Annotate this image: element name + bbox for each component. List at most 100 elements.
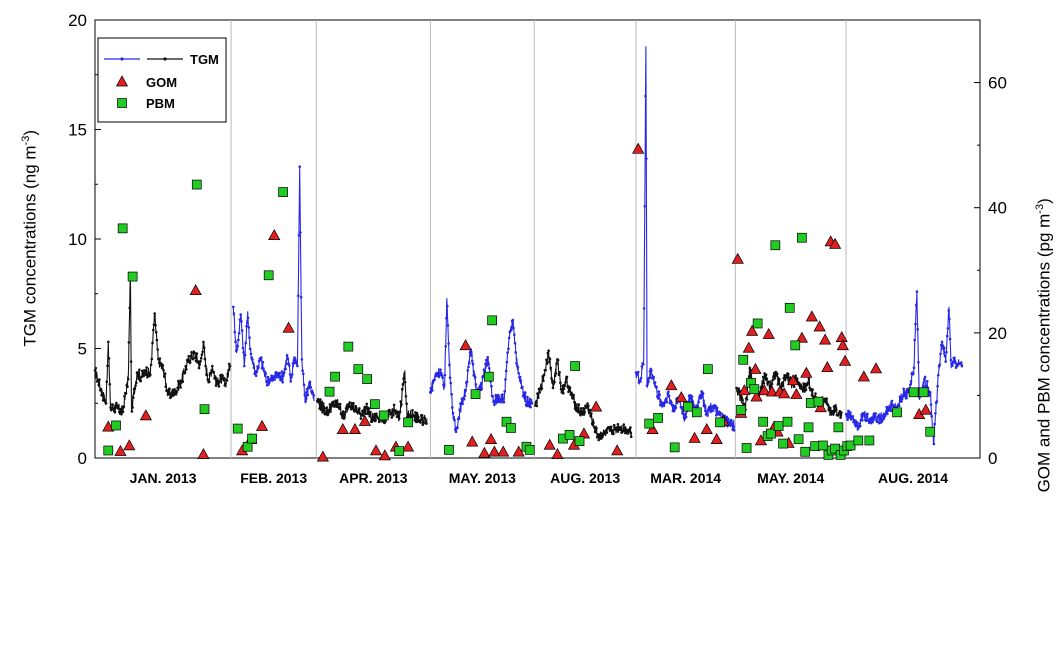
tgm-point: [829, 406, 832, 410]
pbm-point: [263, 270, 274, 281]
right-axis-label-end: ): [1034, 197, 1054, 204]
tgm-point: [873, 415, 877, 418]
gom-point: [688, 431, 701, 443]
pbm-point: [800, 446, 811, 457]
tgm-line-segment: [635, 46, 735, 431]
tgm-point: [833, 410, 836, 413]
pbm-point: [864, 435, 875, 446]
tgm-point: [915, 290, 919, 293]
pbm-point: [752, 318, 763, 329]
pbm-point: [483, 371, 494, 382]
tgm-point: [199, 356, 203, 360]
x-period-label: APR. 2013: [339, 470, 408, 486]
pbm-point: [803, 422, 814, 433]
tgm-point: [504, 369, 508, 373]
tgm-point: [514, 351, 517, 354]
tgm-point: [389, 411, 393, 415]
pbm-point: [403, 417, 413, 428]
gom-point: [786, 374, 800, 386]
tgm-point: [221, 374, 224, 378]
tgm-point: [224, 382, 227, 385]
gom-point: [189, 284, 202, 296]
tgm-point: [939, 352, 942, 356]
tgm-point: [304, 399, 307, 403]
legend-label: TGM: [190, 52, 219, 67]
tgm-point: [214, 384, 218, 387]
tgm-point: [536, 392, 539, 395]
tgm-point: [113, 410, 117, 414]
tgm-point: [306, 393, 310, 397]
gom-point: [814, 401, 827, 413]
tgm-point: [579, 407, 583, 410]
tgm-point: [227, 369, 230, 372]
tgm-point: [414, 420, 418, 424]
tgm-point: [936, 384, 939, 388]
tgm-point: [98, 378, 101, 381]
tgm-point: [278, 371, 282, 375]
tgm-point: [242, 351, 245, 354]
tgm-point: [244, 341, 248, 345]
tgm-point: [748, 366, 752, 370]
tgm-point: [902, 387, 905, 391]
tgm-point: [368, 414, 372, 418]
tgm-point: [480, 387, 484, 391]
tgm-point: [120, 412, 123, 416]
tgm-point: [249, 352, 253, 356]
tgm-point: [652, 375, 655, 379]
tgm-point: [205, 373, 209, 377]
tgm-point: [557, 373, 561, 376]
tgm-point: [871, 420, 874, 424]
tgm-point: [568, 386, 572, 390]
tgm-point: [243, 353, 247, 357]
tgm-point: [187, 355, 190, 358]
tgm-point: [415, 411, 419, 415]
tgm-point: [781, 384, 785, 388]
tgm-point: [785, 374, 789, 378]
pbm-point: [758, 416, 769, 427]
tgm-point: [149, 373, 152, 377]
tgm-point: [405, 402, 408, 406]
tgm-point: [335, 405, 338, 409]
gom-point: [611, 444, 624, 456]
tgm-point: [246, 316, 250, 320]
tgm-point: [526, 395, 529, 399]
tgm-point: [545, 362, 549, 365]
tgm-point: [299, 295, 303, 299]
tgm-point: [826, 403, 830, 407]
tgm-point: [213, 375, 217, 378]
tgm-point: [193, 351, 196, 355]
tgm-point: [302, 383, 306, 387]
tgm-point: [245, 324, 248, 328]
tgm-point: [301, 369, 304, 373]
tgm-point: [106, 364, 109, 368]
tgm-point: [770, 382, 774, 386]
tgm-point: [156, 348, 159, 351]
tgm-point: [195, 352, 199, 355]
left-axis-tick-label: 10: [68, 230, 87, 249]
tgm-point: [236, 344, 239, 348]
tgm-point: [594, 430, 598, 434]
tgm-point: [107, 340, 110, 344]
tgm-point: [95, 374, 98, 378]
tgm-point: [101, 393, 104, 397]
tgm-point: [795, 377, 799, 380]
tgm-point: [518, 375, 522, 379]
tgm-point: [348, 401, 352, 405]
tgm-point: [465, 380, 469, 384]
tgm-point: [400, 387, 404, 391]
tgm-point: [135, 371, 139, 374]
tgm-point: [265, 383, 269, 387]
tgm-point: [741, 398, 744, 402]
tgm-point: [776, 383, 780, 386]
tgm-point: [846, 418, 849, 421]
tgm-point: [240, 320, 243, 323]
tgm-point: [699, 396, 703, 400]
tgm-point: [305, 387, 309, 391]
tgm-point: [730, 423, 734, 427]
tgm-point: [123, 394, 126, 398]
tgm-point: [124, 391, 128, 395]
tgm-point: [117, 407, 120, 411]
tgm-point: [737, 387, 741, 391]
tgm-point: [548, 360, 551, 364]
tgm-point: [672, 408, 675, 412]
